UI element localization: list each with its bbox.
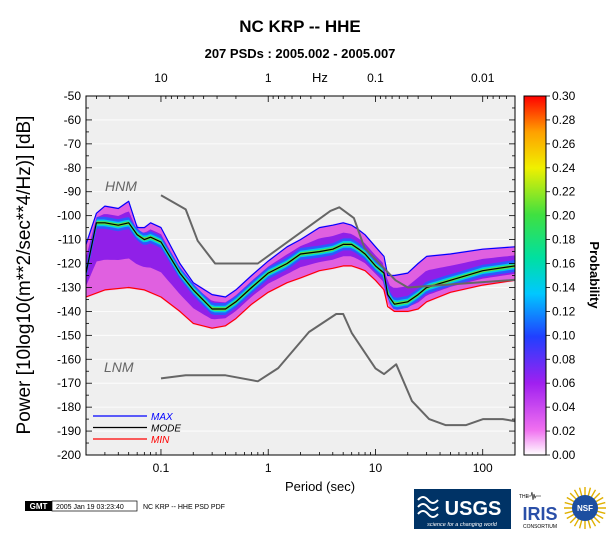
- iris-logo: THE IRIS CONSORTIUM: [519, 491, 558, 530]
- timestamp-box: [51, 500, 138, 512]
- y-tick-label: -150: [57, 328, 81, 342]
- x-axis-label: Period (sec): [285, 479, 355, 494]
- colorbar-tick-label: 0.04: [552, 400, 576, 414]
- x-tick-label: 0.1: [153, 461, 170, 475]
- series-line-max: [86, 200, 515, 298]
- y-tick-label: -100: [57, 209, 81, 223]
- y-tick-label: -120: [57, 257, 81, 271]
- y-tick-label: -170: [57, 376, 81, 390]
- y-tick-label: -180: [57, 400, 81, 414]
- density-band-peak: [86, 221, 515, 311]
- legend-label-max: MAX: [151, 412, 173, 423]
- y-tick-label: -190: [57, 424, 81, 438]
- colorbar: [523, 95, 547, 456]
- top-axis-ticks: 10 1 0.1 0.01: [85, 71, 516, 102]
- chart-subtitle: 207 PSDs : 2005.002 - 2005.007: [205, 46, 396, 61]
- colorbar-tick-label: 0.06: [552, 376, 576, 390]
- colorbar-tick-label: 0.00: [552, 448, 576, 462]
- svg-text:GMT: GMT: [30, 502, 48, 511]
- colorbar-tick-label: 0.02: [552, 424, 576, 438]
- series-line-mode: [86, 222, 515, 310]
- y-tick-label: -70: [64, 137, 82, 151]
- legend-label-min: MIN: [151, 435, 170, 446]
- y-tick-label: -160: [57, 352, 81, 366]
- x-tick-label: 100: [473, 461, 493, 475]
- top-tick-label: 10: [154, 71, 168, 85]
- y-axis-ticks: -50 -60 -70 -80 -90 -100 -110 -120 -130 -140 -150 -…: [57, 89, 515, 462]
- x-tick-label: 1: [265, 461, 272, 475]
- legend-label-mode: MODE: [151, 424, 181, 435]
- series-line-min: [86, 265, 515, 329]
- y-tick-label: -60: [64, 113, 82, 127]
- svg-text:CONSORTIUM: CONSORTIUM: [523, 524, 557, 530]
- colorbar-tick-label: 0.18: [552, 233, 576, 247]
- top-tick-label: 1: [265, 71, 272, 85]
- colorbar-label: Probability: [587, 241, 602, 309]
- colorbar-tick-label: 0.22: [552, 185, 576, 199]
- svg-text:NSF: NSF: [577, 504, 593, 513]
- footer-caption: NC KRP -- HHE PSD PDF: [143, 504, 225, 511]
- hnm-label: HNM: [105, 178, 137, 194]
- lnm-label: LNM: [104, 359, 134, 375]
- top-axis-label: Hz: [312, 70, 328, 85]
- series-line-lnm: [160, 313, 515, 427]
- colorbar-tick-label: 0.12: [552, 304, 576, 318]
- y-tick-label: -80: [64, 161, 82, 175]
- colorbar-tick-label: 0.14: [552, 280, 576, 294]
- gmt-badge: GMT: [25, 501, 52, 511]
- y-tick-label: -50: [64, 89, 82, 103]
- y-axis-label: Power [10log10(m**2/sec**4/Hz)] [dB]: [14, 116, 35, 435]
- svg-text:IRIS: IRIS: [522, 504, 557, 524]
- colorbar-tick-label: 0.28: [552, 113, 576, 127]
- svg-text:THE: THE: [519, 494, 530, 500]
- x-axis-ticks: 0.1 1 10 100: [85, 449, 516, 475]
- y-tick-label: -140: [57, 304, 81, 318]
- psd-curves: [86, 194, 515, 427]
- svg-text:USGS: USGS: [445, 498, 502, 520]
- seismogram-icon: [527, 491, 541, 501]
- series-line-hnm: [160, 194, 515, 289]
- colorbar-tick-label: 0.16: [552, 257, 576, 271]
- timestamp: 2005 Jan 19 03:23:40: [56, 504, 124, 511]
- y-tick-label: -110: [58, 233, 81, 247]
- top-tick-label: 0.1: [367, 71, 384, 85]
- nsf-logo: NSF: [564, 487, 606, 529]
- colorbar-ticks: 0.00 0.02 0.04 0.06 0.08 0.10 0.12 0.14 0.16 0.18…: [546, 89, 576, 462]
- y-tick-label: -130: [57, 280, 81, 294]
- colorbar-tick-label: 0.24: [552, 161, 576, 175]
- usgs-wave-icon: [417, 496, 439, 518]
- y-tick-label: -90: [64, 185, 82, 199]
- colorbar-tick-label: 0.08: [552, 352, 576, 366]
- usgs-logo: USGS science for a changing world: [414, 489, 511, 529]
- top-tick-label: 0.01: [471, 71, 495, 85]
- colorbar-tick-label: 0.26: [552, 137, 576, 151]
- svg-text:science for a changing world: science for a changing world: [427, 522, 498, 528]
- colorbar-tick-label: 0.10: [552, 328, 576, 342]
- colorbar-tick-label: 0.20: [552, 209, 576, 223]
- colorbar-tick-label: 0.30: [552, 89, 576, 103]
- y-tick-label: -200: [57, 448, 81, 462]
- x-tick-label: 10: [369, 461, 383, 475]
- chart-title: NC KRP -- HHE: [239, 17, 361, 36]
